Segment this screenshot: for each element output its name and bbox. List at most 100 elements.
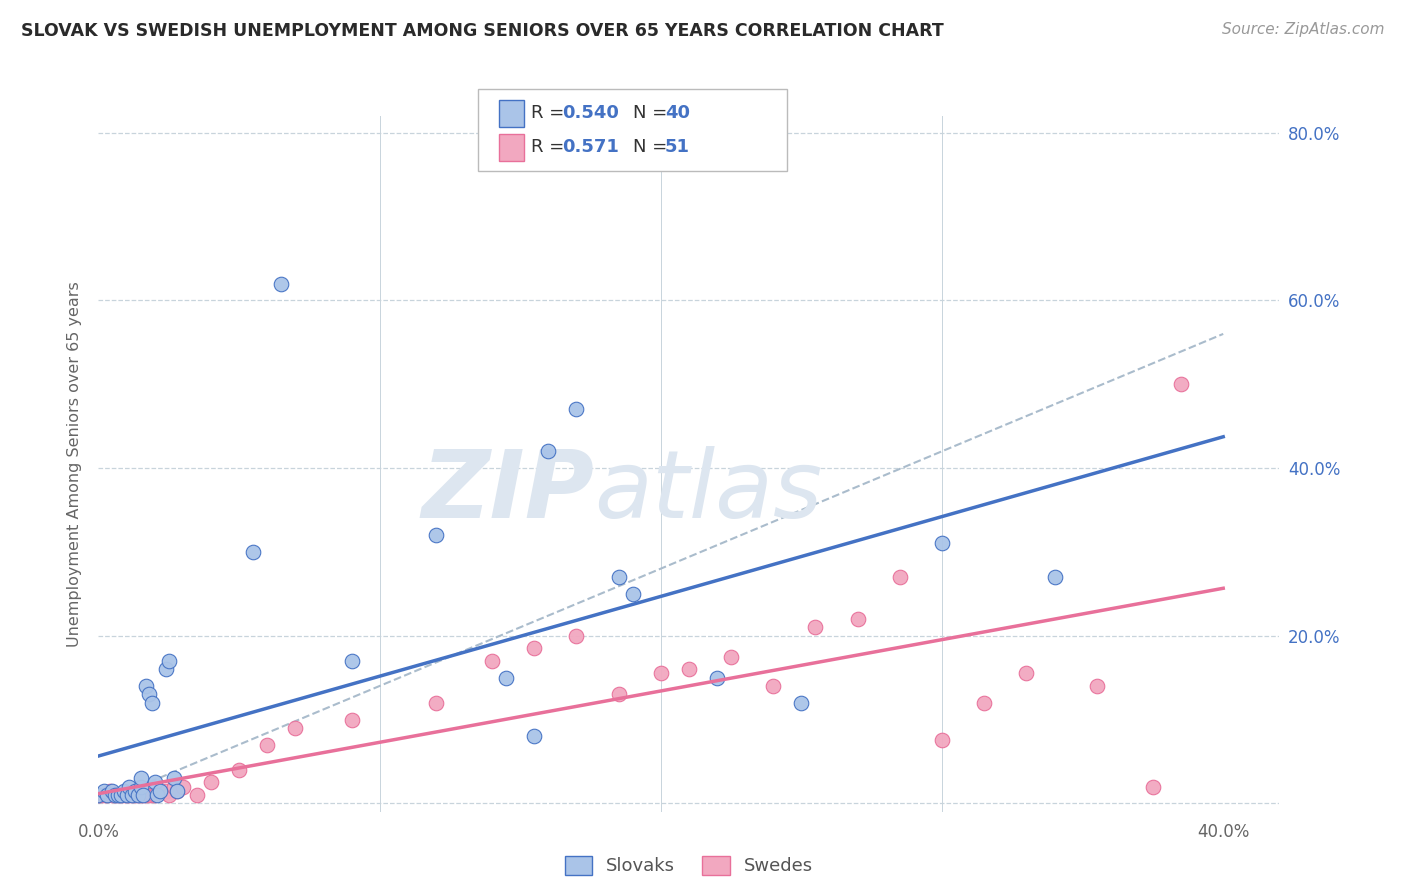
Point — [523, 729, 546, 743]
Point — [146, 788, 169, 802]
Point — [110, 788, 132, 802]
Point — [1043, 570, 1066, 584]
Text: 0.540: 0.540 — [562, 104, 619, 122]
Point — [129, 780, 152, 794]
Point — [132, 788, 155, 802]
Point — [138, 687, 160, 701]
Point — [101, 788, 124, 802]
Point — [129, 788, 152, 802]
Point — [425, 696, 447, 710]
Point — [90, 788, 112, 802]
Point — [804, 620, 827, 634]
Text: SLOVAK VS SWEDISH UNEMPLOYMENT AMONG SENIORS OVER 65 YEARS CORRELATION CHART: SLOVAK VS SWEDISH UNEMPLOYMENT AMONG SEN… — [21, 22, 943, 40]
Text: N =: N = — [633, 104, 672, 122]
Point — [163, 780, 186, 794]
Point — [607, 687, 630, 701]
Point — [931, 536, 953, 550]
Point — [565, 402, 588, 417]
Point — [186, 788, 208, 802]
Point — [607, 570, 630, 584]
Text: Source: ZipAtlas.com: Source: ZipAtlas.com — [1222, 22, 1385, 37]
Point — [523, 641, 546, 656]
Point — [1170, 377, 1192, 392]
Point — [96, 788, 118, 802]
Text: 40: 40 — [665, 104, 690, 122]
Point — [135, 788, 157, 802]
Point — [1085, 679, 1108, 693]
Point — [166, 784, 188, 798]
Point — [481, 654, 503, 668]
Point — [93, 784, 115, 798]
Point — [846, 612, 869, 626]
Point — [270, 277, 292, 291]
Point — [98, 784, 121, 798]
Text: ZIP: ZIP — [422, 446, 595, 538]
Point — [157, 788, 180, 802]
Point — [284, 721, 307, 735]
Point — [155, 784, 177, 798]
Point — [141, 788, 163, 802]
Point — [149, 784, 172, 798]
Point — [256, 738, 278, 752]
Point — [127, 788, 149, 802]
Point — [96, 788, 118, 802]
Text: R =: R = — [531, 138, 576, 156]
Point — [166, 784, 188, 798]
Point — [121, 788, 143, 802]
Text: N =: N = — [633, 138, 679, 156]
Point — [104, 788, 127, 802]
Point — [135, 679, 157, 693]
Point — [93, 788, 115, 802]
Y-axis label: Unemployment Among Seniors over 65 years: Unemployment Among Seniors over 65 years — [67, 281, 83, 647]
Point — [425, 528, 447, 542]
Point — [127, 788, 149, 802]
Point — [495, 671, 517, 685]
Point — [228, 763, 250, 777]
Legend: Slovaks, Swedes: Slovaks, Swedes — [558, 849, 820, 883]
Point — [115, 788, 138, 802]
Point — [129, 771, 152, 785]
Point — [762, 679, 785, 693]
Point — [155, 662, 177, 676]
Point — [149, 784, 172, 798]
Point — [973, 696, 995, 710]
Point — [118, 788, 141, 802]
Point — [706, 671, 728, 685]
Point — [115, 788, 138, 802]
Point — [118, 780, 141, 794]
Point — [931, 733, 953, 747]
Text: atlas: atlas — [595, 446, 823, 537]
Point — [87, 788, 110, 802]
Text: 0.571: 0.571 — [562, 138, 619, 156]
Point — [790, 696, 813, 710]
Point — [889, 570, 911, 584]
Point — [1142, 780, 1164, 794]
Point — [107, 788, 129, 802]
Point — [124, 788, 146, 802]
Point — [537, 444, 560, 458]
Point — [104, 788, 127, 802]
Point — [112, 784, 135, 798]
Point — [143, 788, 166, 802]
Text: R =: R = — [531, 104, 571, 122]
Point — [124, 784, 146, 798]
Point — [720, 649, 742, 664]
Text: 51: 51 — [665, 138, 690, 156]
Point — [143, 775, 166, 789]
Point — [242, 545, 264, 559]
Point — [565, 629, 588, 643]
Point — [650, 666, 672, 681]
Point — [132, 788, 155, 802]
Point — [340, 654, 363, 668]
Point — [621, 587, 644, 601]
Point — [110, 788, 132, 802]
Point — [138, 788, 160, 802]
Point — [141, 696, 163, 710]
Point — [101, 784, 124, 798]
Point — [678, 662, 700, 676]
Point — [107, 788, 129, 802]
Point — [87, 788, 110, 802]
Point — [112, 788, 135, 802]
Point — [200, 775, 222, 789]
Point — [1015, 666, 1038, 681]
